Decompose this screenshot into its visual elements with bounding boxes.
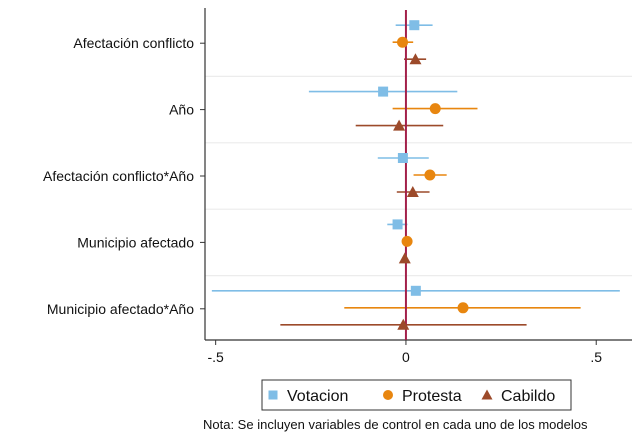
point-protesta	[429, 103, 441, 115]
y-axis-labels: Afectación conflicto Año Afectación confli…	[43, 35, 205, 317]
legend-marker-votacion	[268, 390, 278, 400]
point-votacion	[378, 86, 389, 97]
y-category-label: Municipio afectado*Año	[47, 301, 194, 317]
y-category-label: Año	[169, 102, 194, 118]
legend-box	[261, 379, 572, 411]
point-cabildo	[406, 186, 419, 197]
y-category-label: Municipio afectado	[77, 234, 194, 250]
legend-label-protesta: Protesta	[402, 388, 462, 405]
legend-label-votacion: Votacion	[287, 388, 348, 405]
point-votacion	[397, 153, 408, 163]
legend-marker-protesta	[383, 390, 393, 400]
point-protesta	[424, 169, 436, 181]
x-tick-label: 0	[402, 349, 410, 365]
x-tick-label: .5	[590, 349, 602, 365]
point-votacion	[392, 219, 403, 230]
y-category-label: Afectación conflicto*Año	[43, 168, 194, 184]
point-votacion	[409, 20, 420, 31]
legend: Votacion Protesta Cabildo	[261, 379, 572, 411]
point-cabildo	[398, 252, 411, 264]
chart-note: Nota: Se incluyen variables de control e…	[203, 417, 588, 432]
legend-marker-cabildo	[481, 389, 493, 400]
point-protesta	[457, 302, 469, 314]
x-tick-label: -.5	[207, 349, 224, 365]
point-protesta	[397, 36, 409, 48]
x-axis: -.5 0 .5	[204, 8, 632, 365]
y-category-label: Afectación conflicto	[73, 35, 194, 51]
point-cabildo	[409, 53, 422, 65]
point-protesta	[401, 235, 413, 247]
point-votacion	[410, 285, 421, 296]
legend-label-cabildo: Cabildo	[501, 388, 555, 405]
grid-lines	[205, 75, 632, 277]
data-marks	[211, 10, 620, 340]
point-cabildo	[393, 119, 406, 131]
point-cabildo	[397, 318, 410, 330]
